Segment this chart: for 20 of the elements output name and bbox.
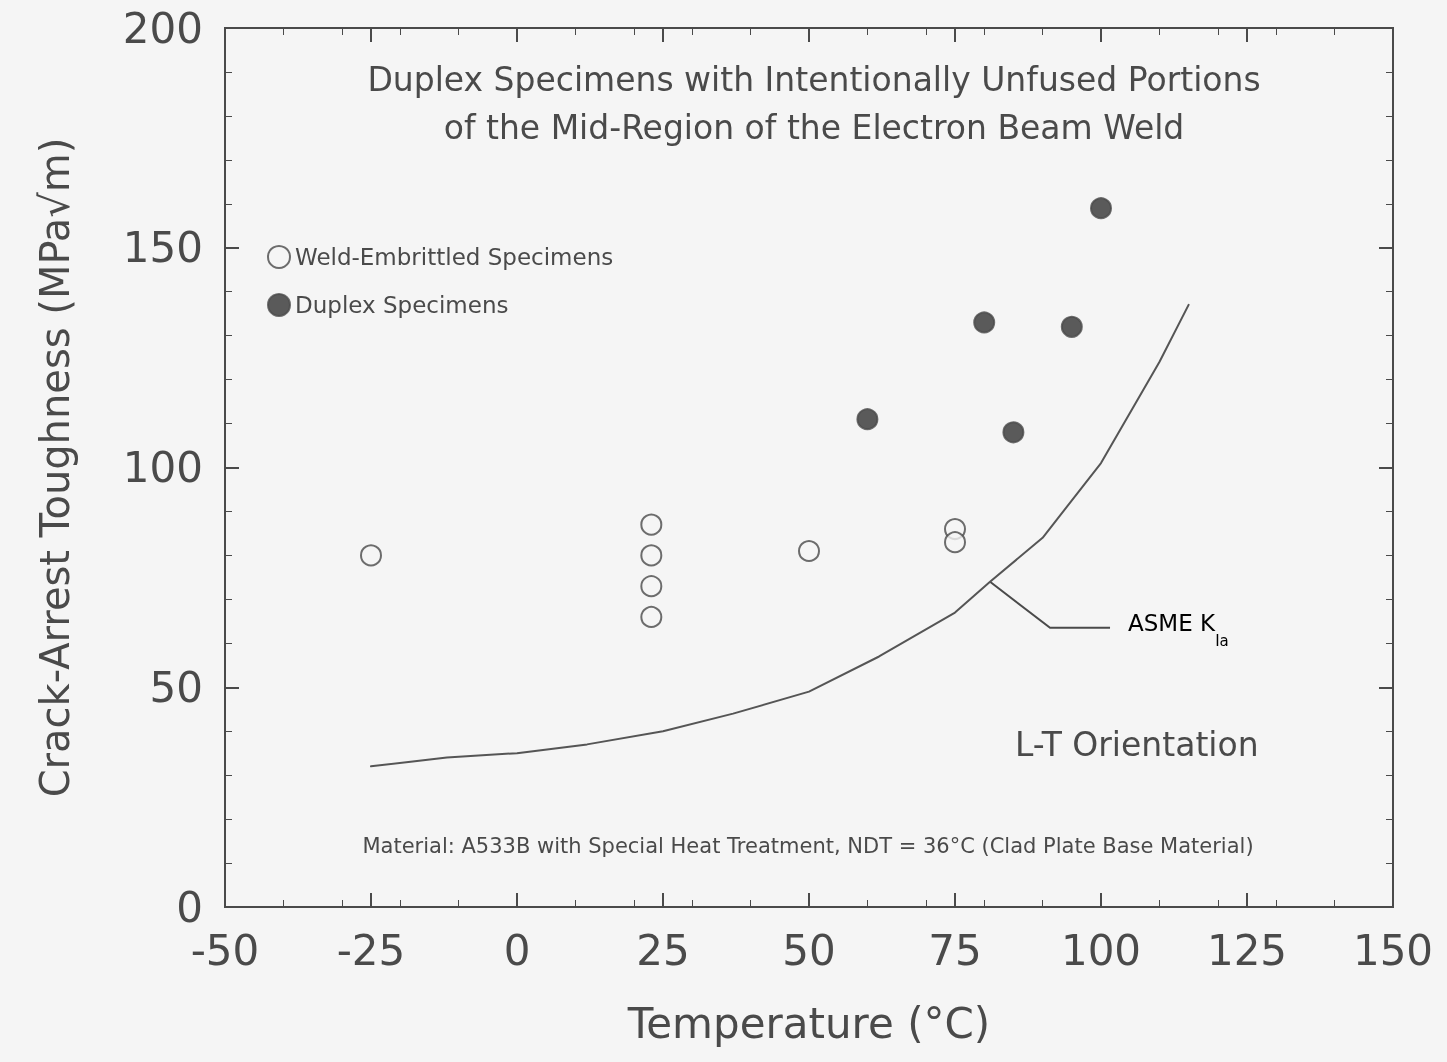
x-tick-label: 50 — [782, 925, 836, 975]
x-axis-title: Temperature (°C) — [626, 998, 991, 1048]
y-tick-label: 100 — [122, 443, 203, 492]
legend-label: Duplex Specimens — [295, 292, 509, 318]
legend-label: Weld-Embrittled Specimens — [295, 244, 614, 270]
y-axis-title: Crack-Arrest Toughness (MPa√m) — [32, 137, 78, 798]
y-tick-label: 200 — [122, 3, 203, 53]
y-tick-label: 50 — [149, 662, 203, 712]
x-tick-label: 0 — [503, 925, 531, 975]
y-tick-label: 150 — [122, 223, 203, 273]
annotation: L-T Orientation — [1015, 725, 1259, 764]
x-tick-label: 150 — [1352, 925, 1434, 975]
x-tick-label: 75 — [928, 925, 982, 975]
x-tick-label: 100 — [1060, 925, 1142, 975]
annotation: Material: A533B with Special Heat Treatment, NDT = 36°C (Clad Plate Base Material) — [362, 833, 1254, 858]
x-tick-label: -25 — [336, 925, 406, 975]
text: Duplex Specimens with Intentionally Unfused Portions of the Mid-Region of the Electron Beam Weld — [367, 59, 1261, 147]
x-tick-label: 125 — [1206, 925, 1288, 975]
annotation: ASME KIa — [1128, 610, 1229, 651]
x-tick-label: 25 — [636, 925, 690, 975]
